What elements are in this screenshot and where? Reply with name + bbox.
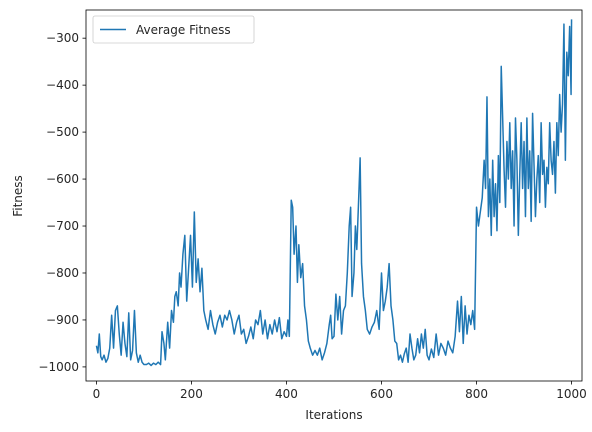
y-tick-label: −800 bbox=[46, 266, 79, 280]
y-tick-label: −500 bbox=[46, 125, 79, 139]
y-tick-label: −600 bbox=[46, 172, 79, 186]
x-axis: 0 200 400 600 800 1000 bbox=[93, 381, 587, 401]
y-tick-label: −1000 bbox=[38, 360, 79, 374]
plot-area bbox=[95, 19, 573, 367]
y-tick-label: −300 bbox=[46, 31, 79, 45]
y-tick-label: −900 bbox=[46, 313, 79, 327]
legend-label-average-fitness: Average Fitness bbox=[136, 23, 231, 37]
x-tick-label: 800 bbox=[465, 387, 488, 401]
y-axis-label: Fitness bbox=[11, 175, 25, 217]
x-tick-label: 600 bbox=[370, 387, 393, 401]
legend: Average Fitness bbox=[92, 15, 255, 44]
x-tick-label: 0 bbox=[93, 387, 101, 401]
x-axis-label: Iterations bbox=[305, 408, 362, 422]
series-line-0 bbox=[95, 19, 573, 367]
x-tick-label: 1000 bbox=[556, 387, 587, 401]
axes-frame bbox=[85, 9, 583, 382]
y-tick-label: −700 bbox=[46, 219, 79, 233]
x-tick-label: 200 bbox=[180, 387, 203, 401]
legend-box bbox=[92, 15, 255, 44]
x-tick-label: 400 bbox=[275, 387, 298, 401]
y-tick-label: −400 bbox=[46, 78, 79, 92]
y-axis: −1000 −900 −800 −700 −600 −500 −400 −300 bbox=[38, 31, 86, 374]
